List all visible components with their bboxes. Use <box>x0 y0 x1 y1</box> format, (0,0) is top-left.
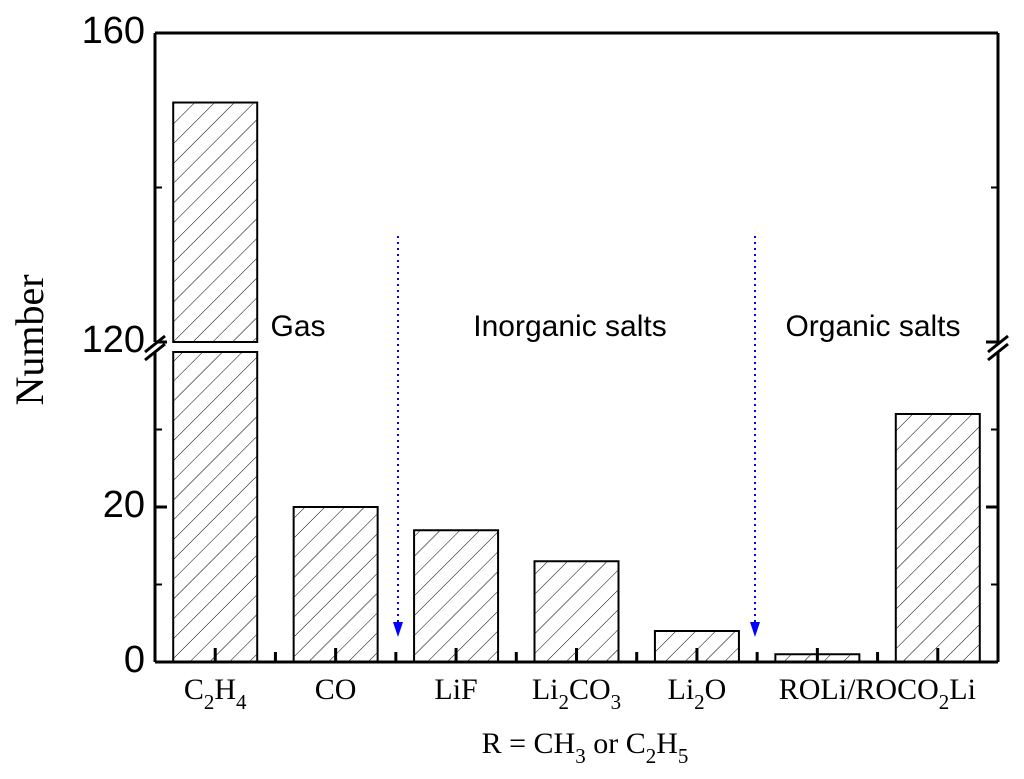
bar <box>533 560 620 663</box>
y-axis-label: Number <box>7 274 52 405</box>
bar <box>172 351 259 663</box>
x-axis-label: R = CH3 or C2H5 <box>482 727 689 768</box>
x-tick-label: ROLi/ROCO2Li <box>779 673 976 714</box>
bar <box>292 506 379 663</box>
y-tick-label: 120 <box>82 319 145 361</box>
bar <box>413 529 500 663</box>
y-tick-label: 160 <box>82 10 145 52</box>
bar <box>894 413 981 663</box>
bar <box>172 101 259 344</box>
annotation: Gas <box>270 310 325 343</box>
x-tick-label: Li2O <box>668 673 727 714</box>
x-tick-label: C2H4 <box>184 673 247 714</box>
x-tick-label: Li2CO3 <box>532 673 621 714</box>
x-tick-label: LiF <box>434 673 477 706</box>
x-tick-label: CO <box>315 673 357 706</box>
y-tick-label: 0 <box>124 639 145 681</box>
separator-arrows <box>393 236 760 637</box>
annotation: Organic salts <box>785 310 960 343</box>
annotation: Inorganic salts <box>473 310 666 343</box>
y-tick-label: 20 <box>103 484 145 526</box>
